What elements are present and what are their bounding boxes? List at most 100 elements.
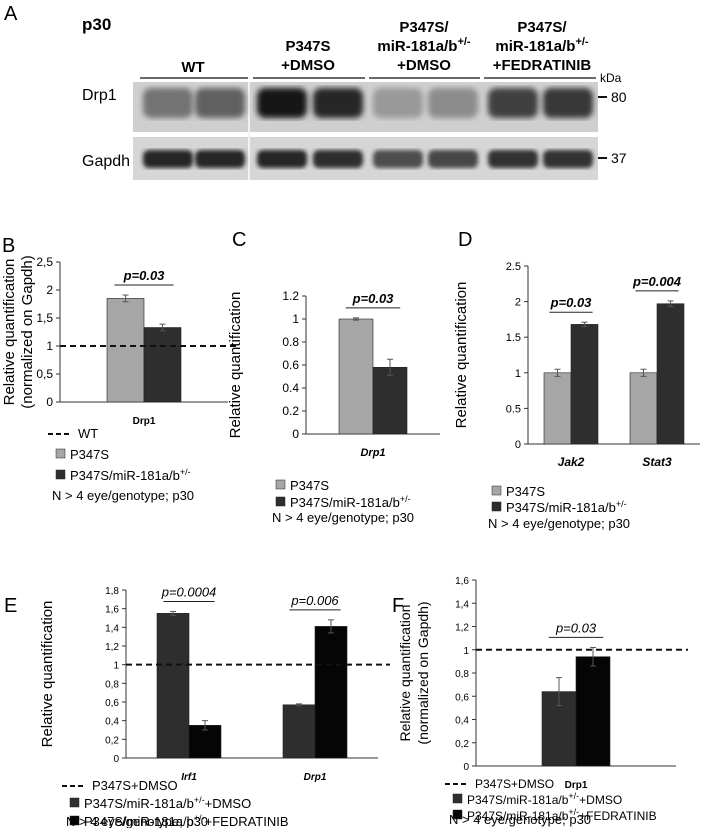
bar (543, 372, 572, 445)
y-tick-label: 1 (463, 646, 469, 657)
y-tick-label: 1 (46, 339, 53, 353)
y-tick-label: 0,4 (105, 717, 119, 728)
y-axis-label: Relative quantification (453, 282, 470, 429)
sample-size-note: N > 4 eye/genotype; p30 (66, 814, 208, 828)
y-tick-label: 1,4 (105, 623, 119, 634)
sample-size-note: N > 4 eye/genotype; p30 (52, 488, 194, 503)
gapdh-band (195, 150, 245, 168)
y-tick-label: 0,2 (105, 735, 119, 746)
y-axis-label: Relative quantification (227, 292, 244, 439)
kda-label: kDa (600, 71, 622, 85)
y-axis-label: (normalized on Gapdh) (19, 255, 36, 408)
y-tick-label: 0.6 (282, 358, 299, 372)
p-value-label: p=0.004 (632, 274, 682, 289)
y-tick-label: 0 (515, 439, 521, 451)
y-tick-label: 2 (46, 283, 53, 297)
legend-swatch (69, 797, 80, 808)
bar (314, 626, 348, 759)
bar (575, 656, 611, 767)
gapdh-band (428, 150, 478, 168)
legend-label: P347S/miR-181a/b+/- (506, 499, 627, 515)
legend-label: P347S/miR-181a/b+/- (290, 494, 411, 510)
p-value-label: p=0.03 (555, 620, 597, 635)
legend-swatch (491, 485, 502, 496)
panel-c-letter: C (232, 229, 246, 251)
drp1-band (543, 88, 593, 118)
gapdh-band (488, 150, 538, 168)
category-label: Stat3 (642, 455, 672, 469)
p-value-label: p=0.006 (290, 593, 339, 608)
y-tick-label: 1,6 (455, 576, 469, 587)
group-label-mir-fedratinib: P347S/miR-181a/b+/-+FEDRATINIB (493, 19, 592, 74)
legend-label: P347S/miR-181a/b+/- (70, 467, 191, 483)
y-axis-label: Relative quantification (397, 605, 413, 742)
y-tick-label: 0,8 (105, 679, 119, 690)
y-axis-label: Relative quantification (39, 601, 56, 748)
y-tick-label: 1,6 (105, 605, 119, 616)
y-tick-label: 0.5 (506, 403, 521, 415)
legend-label: P347S/miR-181a/b+/-+DMSO (467, 791, 622, 807)
sample-size-note: N > 4 eye/genotype; p30 (449, 812, 591, 827)
legend-swatch (275, 479, 286, 490)
panel-c: C 0 0.2 0.4 0.6 0.8 1 1.2 Relative quantificati… (227, 229, 440, 525)
marker-label-37: 37 (611, 150, 627, 166)
y-tick-label: 0,5 (36, 367, 53, 381)
gapdh-band (143, 150, 193, 168)
bar (282, 704, 316, 759)
drp1-band (313, 88, 363, 118)
panel-f-letter: F (392, 595, 404, 617)
category-label: Irf1 (181, 772, 197, 783)
y-tick-label: 0,2 (455, 739, 469, 750)
y-tick-label: 0.8 (282, 335, 299, 349)
p-value-label: p=0.03 (550, 295, 593, 310)
y-tick-label: 0,4 (455, 716, 469, 727)
y-tick-label: 1,5 (36, 311, 53, 325)
legend-swatch (491, 501, 502, 512)
panel-d: D 0 0.5 1 1.5 2 2.5 Relative quantification Jak… (453, 229, 700, 531)
group-label-p347s-dmso: P347S +DMSO (281, 38, 335, 74)
legend-swatch (69, 815, 80, 826)
y-tick-label: 1,8 (105, 586, 119, 597)
bar (143, 327, 182, 403)
p-value-label: p=0.03 (352, 291, 395, 306)
drp1-band (428, 88, 478, 118)
y-tick-label: 1.2 (282, 289, 299, 303)
y-tick-label: 0 (113, 754, 119, 765)
group-label-mir-dmso: P347S/miR-181a/b+/-+DMSO (377, 19, 471, 74)
legend-label: P347S+DMSO (475, 777, 554, 791)
legend-label: P347S/miR-181a/b+/-+FEDRATINIB (84, 813, 289, 828)
panel-e: E 0 0,2 0,4 0,6 0,8 1 1,2 1,4 1,6 1,8 Relative qua… (4, 584, 390, 828)
y-tick-label: 0 (463, 762, 469, 773)
y-tick-label: 2 (515, 297, 521, 309)
drp1-band (373, 88, 423, 118)
y-tick-label: 0,6 (105, 698, 119, 709)
bar (656, 303, 685, 445)
gapdh-band (313, 150, 363, 168)
legend-swatch (55, 448, 66, 459)
legend-swatch (55, 469, 66, 480)
y-axis-label: Relative quantification (1, 259, 18, 406)
panel-a-age: p30 (82, 15, 111, 34)
y-tick-label: 1.5 (506, 332, 521, 344)
category-label: Drp1 (565, 780, 588, 791)
sample-size-note: N > 4 eye/genotype; p30 (272, 510, 414, 525)
y-tick-label: 1,2 (455, 623, 469, 634)
bar (106, 298, 145, 403)
legend-label: P347S (70, 447, 109, 462)
blot-label-drp1: Drp1 (82, 87, 117, 104)
sample-size-note: N > 4 eye/genotype; p30 (488, 516, 630, 531)
category-label: Drp1 (304, 772, 327, 783)
legend-label: P347S (506, 484, 545, 499)
blot-label-gapdh: Gapdh (82, 153, 130, 170)
category-label: Drp1 (360, 447, 385, 459)
legend-label: P347S+DMSO (92, 778, 178, 793)
panel-f: F 0 0,2 0,4 0,6 0,8 1 1,2 1,4 1,6 Relative quanti… (392, 576, 688, 827)
group-label-wt: WT (181, 59, 204, 76)
y-tick-label: 2,5 (36, 255, 53, 269)
category-label: Jak2 (558, 455, 585, 469)
gapdh-band (543, 150, 593, 168)
y-tick-label: 0,8 (455, 669, 469, 680)
y-tick-label: 1 (292, 312, 299, 326)
legend-swatch (452, 793, 463, 804)
